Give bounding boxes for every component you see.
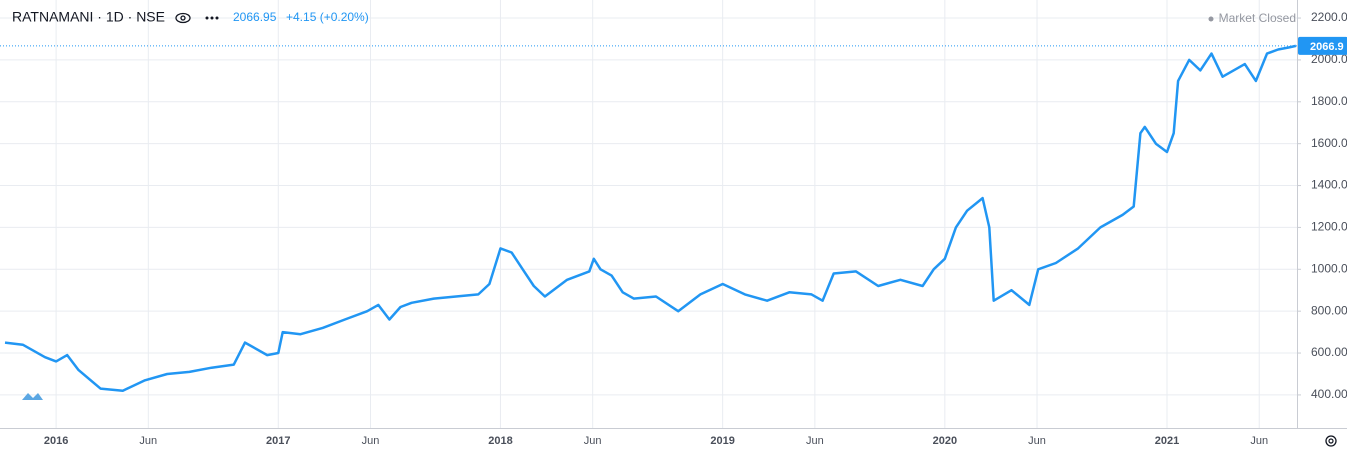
x-tick-label: 2019 bbox=[710, 435, 734, 447]
market-status: Market Closed bbox=[1219, 11, 1296, 25]
y-tick-label: 1800.00 bbox=[1311, 94, 1347, 108]
settings-icon[interactable] bbox=[1325, 435, 1337, 447]
more-dots[interactable] bbox=[205, 16, 219, 20]
y-tick-label: 800.00 bbox=[1311, 303, 1347, 317]
y-tick-label: 2200.0 bbox=[1311, 10, 1347, 24]
y-tick-label: 2000.0 bbox=[1311, 52, 1347, 66]
x-tick-label: 2018 bbox=[488, 435, 512, 447]
y-tick-label: 400.00 bbox=[1311, 387, 1347, 401]
x-tick-label: 2016 bbox=[44, 435, 68, 447]
x-tick-label: Jun bbox=[806, 435, 824, 447]
y-tick-label: 1000.00 bbox=[1311, 261, 1347, 275]
y-tick-label: 1600.00 bbox=[1311, 136, 1347, 150]
status-dot bbox=[1208, 16, 1214, 22]
price-line bbox=[4, 44, 1297, 392]
x-tick-label: Jun bbox=[362, 435, 380, 447]
x-tick-label: 2020 bbox=[933, 435, 957, 447]
x-tick-label: Jun bbox=[1250, 435, 1268, 447]
change: +4.15 (+0.20%) bbox=[286, 10, 369, 24]
price: 2066.95 bbox=[233, 10, 277, 24]
eye-icon[interactable] bbox=[175, 12, 191, 24]
symbol: RATNAMANI · 1D · NSE bbox=[12, 9, 165, 25]
x-tick-label: 2017 bbox=[266, 435, 290, 447]
x-tick-label: Jun bbox=[139, 435, 157, 447]
y-tick-label: 1400.00 bbox=[1311, 178, 1347, 192]
x-tick-label: Jun bbox=[1028, 435, 1046, 447]
x-tick-label: Jun bbox=[584, 435, 602, 447]
y-tick-label: 600.00 bbox=[1311, 345, 1347, 359]
x-tick-label: 2021 bbox=[1155, 435, 1179, 447]
last-price-label: 2066.9 bbox=[1310, 41, 1344, 53]
last-price-box bbox=[1298, 36, 1347, 55]
y-tick-label: 1200.00 bbox=[1311, 220, 1347, 234]
logo bbox=[22, 393, 43, 400]
